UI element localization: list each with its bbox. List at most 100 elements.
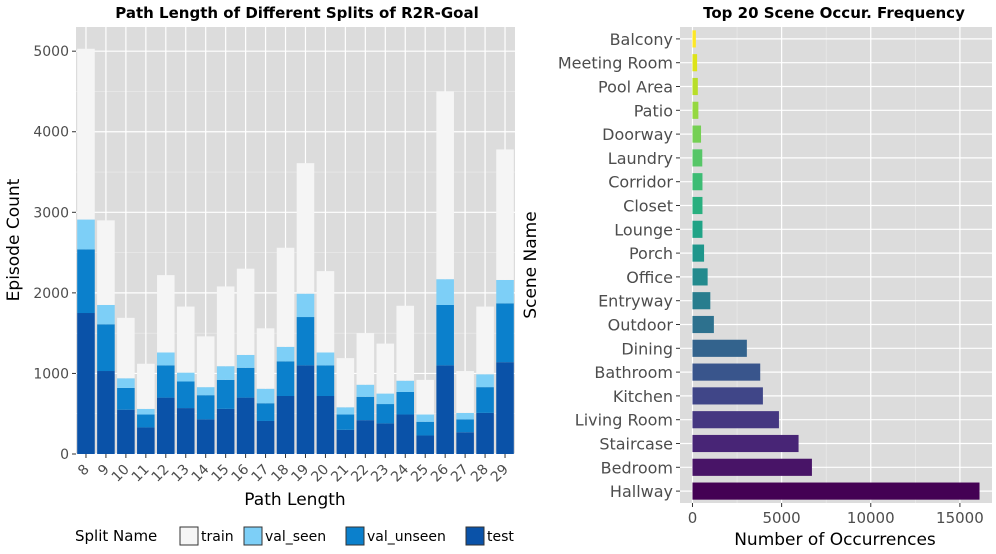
left-x-tick-labels: 8 910111213141516171819202122232425262728… bbox=[75, 454, 512, 485]
bar-val_seen bbox=[176, 372, 195, 382]
left-bars bbox=[77, 48, 514, 454]
bar-train bbox=[476, 306, 494, 375]
bar-train bbox=[456, 371, 474, 413]
y-tick-label: Patio bbox=[634, 101, 673, 120]
y-tick-label: 5000 bbox=[33, 44, 69, 60]
bar-train bbox=[276, 247, 295, 347]
left-y-tick-labels: 0 1000 2000 3000 4000 5000 bbox=[33, 44, 69, 463]
bar-living-room bbox=[692, 411, 779, 429]
y-tick-label: Kitchen bbox=[613, 387, 673, 406]
bar-patio bbox=[692, 101, 699, 119]
legend-swatch-test bbox=[465, 526, 485, 546]
bar-porch bbox=[692, 244, 705, 262]
bar-test bbox=[216, 408, 235, 454]
bar-val_seen bbox=[336, 407, 355, 415]
legend-label-val_unseen: val_unseen bbox=[367, 529, 446, 545]
bar-office bbox=[692, 268, 708, 286]
bar-test bbox=[456, 432, 474, 454]
bar-train bbox=[296, 163, 315, 294]
right-x-tick-labels: 0 5000 10000 15000 bbox=[688, 503, 984, 527]
bar-train bbox=[436, 91, 454, 280]
bar-test bbox=[436, 365, 454, 454]
x-tick-label: 29 bbox=[488, 462, 512, 486]
legend-swatch-val_seen bbox=[243, 526, 263, 546]
left-x-axis-label: Path Length bbox=[244, 490, 345, 510]
bar-train bbox=[256, 328, 275, 389]
bar-entryway bbox=[692, 292, 711, 310]
bar-kitchen bbox=[692, 387, 763, 405]
bar-train bbox=[376, 343, 395, 394]
bar-val_unseen bbox=[436, 304, 454, 366]
bar-val_seen bbox=[296, 293, 315, 318]
bar-train bbox=[236, 268, 255, 355]
right-plot-panel bbox=[680, 27, 992, 503]
y-tick-label: Laundry bbox=[608, 149, 673, 168]
bar-val_unseen bbox=[336, 414, 355, 430]
bar-val_unseen bbox=[376, 404, 395, 424]
y-tick-label: Lounge bbox=[614, 220, 673, 239]
bar-train bbox=[137, 363, 155, 409]
bar-test bbox=[336, 429, 355, 454]
right-y-tick-labels: Hallway Bedroom Staircase Living Room Kitche… bbox=[558, 30, 680, 501]
bar-val_unseen bbox=[196, 395, 215, 420]
bar-test bbox=[176, 408, 195, 454]
bar-val_unseen bbox=[476, 387, 494, 413]
bar-train bbox=[336, 358, 355, 408]
bar-val_seen bbox=[496, 279, 514, 304]
bar-test bbox=[256, 420, 275, 454]
bar-val_unseen bbox=[176, 381, 195, 409]
y-tick-label: 0 bbox=[60, 447, 69, 463]
bar-doorway bbox=[692, 125, 702, 143]
bar-val_unseen bbox=[456, 419, 474, 433]
bar-val_seen bbox=[196, 387, 215, 396]
bar-laundry bbox=[692, 149, 703, 167]
bar-hallway bbox=[692, 482, 980, 500]
bar-test bbox=[316, 395, 335, 454]
bar-test bbox=[137, 427, 155, 454]
bar-test bbox=[416, 435, 434, 454]
bar-val_seen bbox=[97, 304, 115, 325]
legend-title: Split Name bbox=[75, 527, 157, 545]
y-tick-label: 2000 bbox=[33, 286, 69, 302]
right-chart-title: Top 20 Scene Occur. Frequency bbox=[703, 4, 965, 22]
bar-val_seen bbox=[117, 378, 135, 388]
bar-pool-area bbox=[692, 77, 698, 96]
bar-val_seen bbox=[137, 408, 155, 415]
bar-train bbox=[416, 379, 434, 415]
bar-val_unseen bbox=[276, 361, 295, 396]
bar-lounge bbox=[692, 220, 703, 238]
bar-val_unseen bbox=[296, 317, 315, 366]
left-y-axis-label: Episode Count bbox=[4, 178, 24, 301]
bar-test bbox=[496, 362, 514, 454]
bar-bathroom bbox=[692, 363, 761, 381]
bar-train bbox=[356, 333, 375, 385]
y-tick-label: Porch bbox=[629, 244, 673, 263]
bar-test bbox=[117, 409, 135, 454]
bar-bedroom bbox=[692, 458, 812, 476]
right-y-axis-label: Scene Name bbox=[521, 211, 541, 318]
right-x-axis-label: Number of Occurrences bbox=[734, 530, 936, 550]
bar-train bbox=[216, 286, 235, 367]
bar-test bbox=[276, 395, 295, 454]
bar-val_unseen bbox=[77, 249, 95, 314]
y-tick-label: Meeting Room bbox=[558, 54, 673, 73]
y-tick-label: Doorway bbox=[602, 125, 673, 144]
bar-train bbox=[176, 306, 195, 373]
bar-val_unseen bbox=[416, 421, 434, 436]
bar-val_seen bbox=[236, 354, 255, 368]
y-tick-label: Office bbox=[626, 268, 673, 287]
bar-test bbox=[356, 420, 375, 454]
y-tick-label: Dining bbox=[621, 339, 673, 358]
x-tick-label: 8 bbox=[75, 462, 93, 480]
bar-test bbox=[476, 412, 494, 454]
bar-test bbox=[376, 423, 395, 454]
bar-val_seen bbox=[316, 352, 335, 366]
bar-val_unseen bbox=[356, 396, 375, 421]
y-tick-label: Bathroom bbox=[594, 363, 673, 382]
bar-val_seen bbox=[476, 374, 494, 388]
bar-outdoor bbox=[692, 315, 714, 334]
y-tick-label: Hallway bbox=[610, 482, 673, 501]
bar-val_seen bbox=[436, 279, 454, 305]
y-tick-label: Bedroom bbox=[601, 458, 673, 477]
